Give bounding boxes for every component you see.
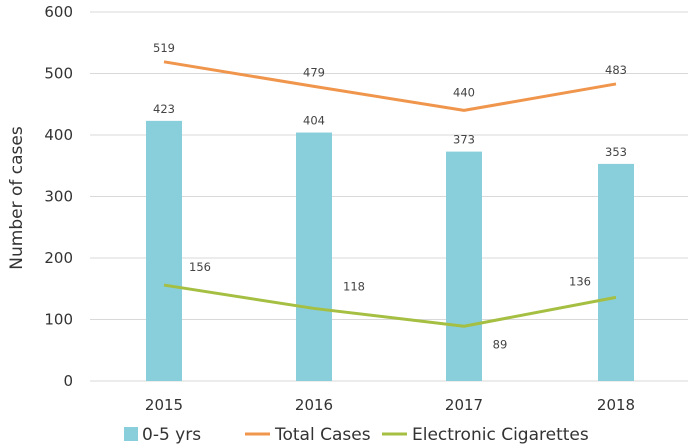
data-label-total-cases-2017: 440 (453, 85, 475, 99)
y-tick-label-1: 100 (44, 311, 73, 329)
x-tick-label-2016: 2016 (295, 396, 333, 414)
bar-series (146, 120, 634, 381)
legend-label-0-5-yrs: 0-5 yrs (142, 425, 201, 445)
bar-2016 (296, 132, 332, 381)
x-tick-label-2015: 2015 (145, 396, 183, 414)
data-label-total-cases-2015: 519 (153, 41, 175, 55)
data-label-total-cases-2018: 483 (605, 63, 627, 77)
data-label-total-cases-2016: 479 (303, 65, 325, 79)
line-series (163, 60, 617, 328)
bar-2015 (146, 120, 182, 381)
y-tick-label-0: 0 (63, 372, 73, 390)
bar-2017 (446, 151, 482, 381)
data-labels: 423 404 373 353 519 479 440 483 156 118 89 136 (153, 41, 627, 351)
bar-data-label-2015: 423 (153, 102, 175, 116)
y-axis-label: Number of cases (7, 126, 27, 270)
y-axis-ticks: 0 100 200 300 400 500 600 (44, 3, 73, 390)
legend-label-electronic-cigarettes: Electronic Cigarettes (412, 425, 589, 445)
legend-label-total-cases: Total Cases (274, 425, 371, 445)
data-label-electronic-cigarettes-2016: 118 (343, 279, 365, 293)
data-label-electronic-cigarettes-2017: 89 (493, 337, 508, 351)
legend: 0-5 yrs Total Cases Electronic Cigarettes (124, 425, 589, 445)
x-axis-ticks: 2015 2016 2017 2018 (145, 396, 635, 414)
data-label-electronic-cigarettes-2018: 136 (569, 274, 591, 288)
y-tick-label-3: 300 (44, 188, 73, 206)
bar-data-label-2018: 353 (605, 145, 627, 159)
x-tick-label-2017: 2017 (445, 396, 483, 414)
data-label-electronic-cigarettes-2015: 156 (189, 260, 211, 274)
line-total-cases (163, 60, 617, 112)
bar-data-label-2016: 404 (303, 114, 325, 128)
bar-data-label-2017: 373 (453, 133, 475, 147)
y-tick-label-2: 200 (44, 249, 73, 267)
gridlines (90, 11, 688, 382)
x-tick-label-2018: 2018 (597, 396, 635, 414)
y-tick-label-4: 400 (44, 126, 73, 144)
y-tick-label-5: 500 (44, 65, 73, 83)
bar-2018 (598, 163, 634, 381)
y-tick-label-6: 600 (44, 3, 73, 21)
legend-swatch-0-5-yrs (124, 427, 138, 441)
line-electronic-cigarettes (163, 283, 617, 328)
